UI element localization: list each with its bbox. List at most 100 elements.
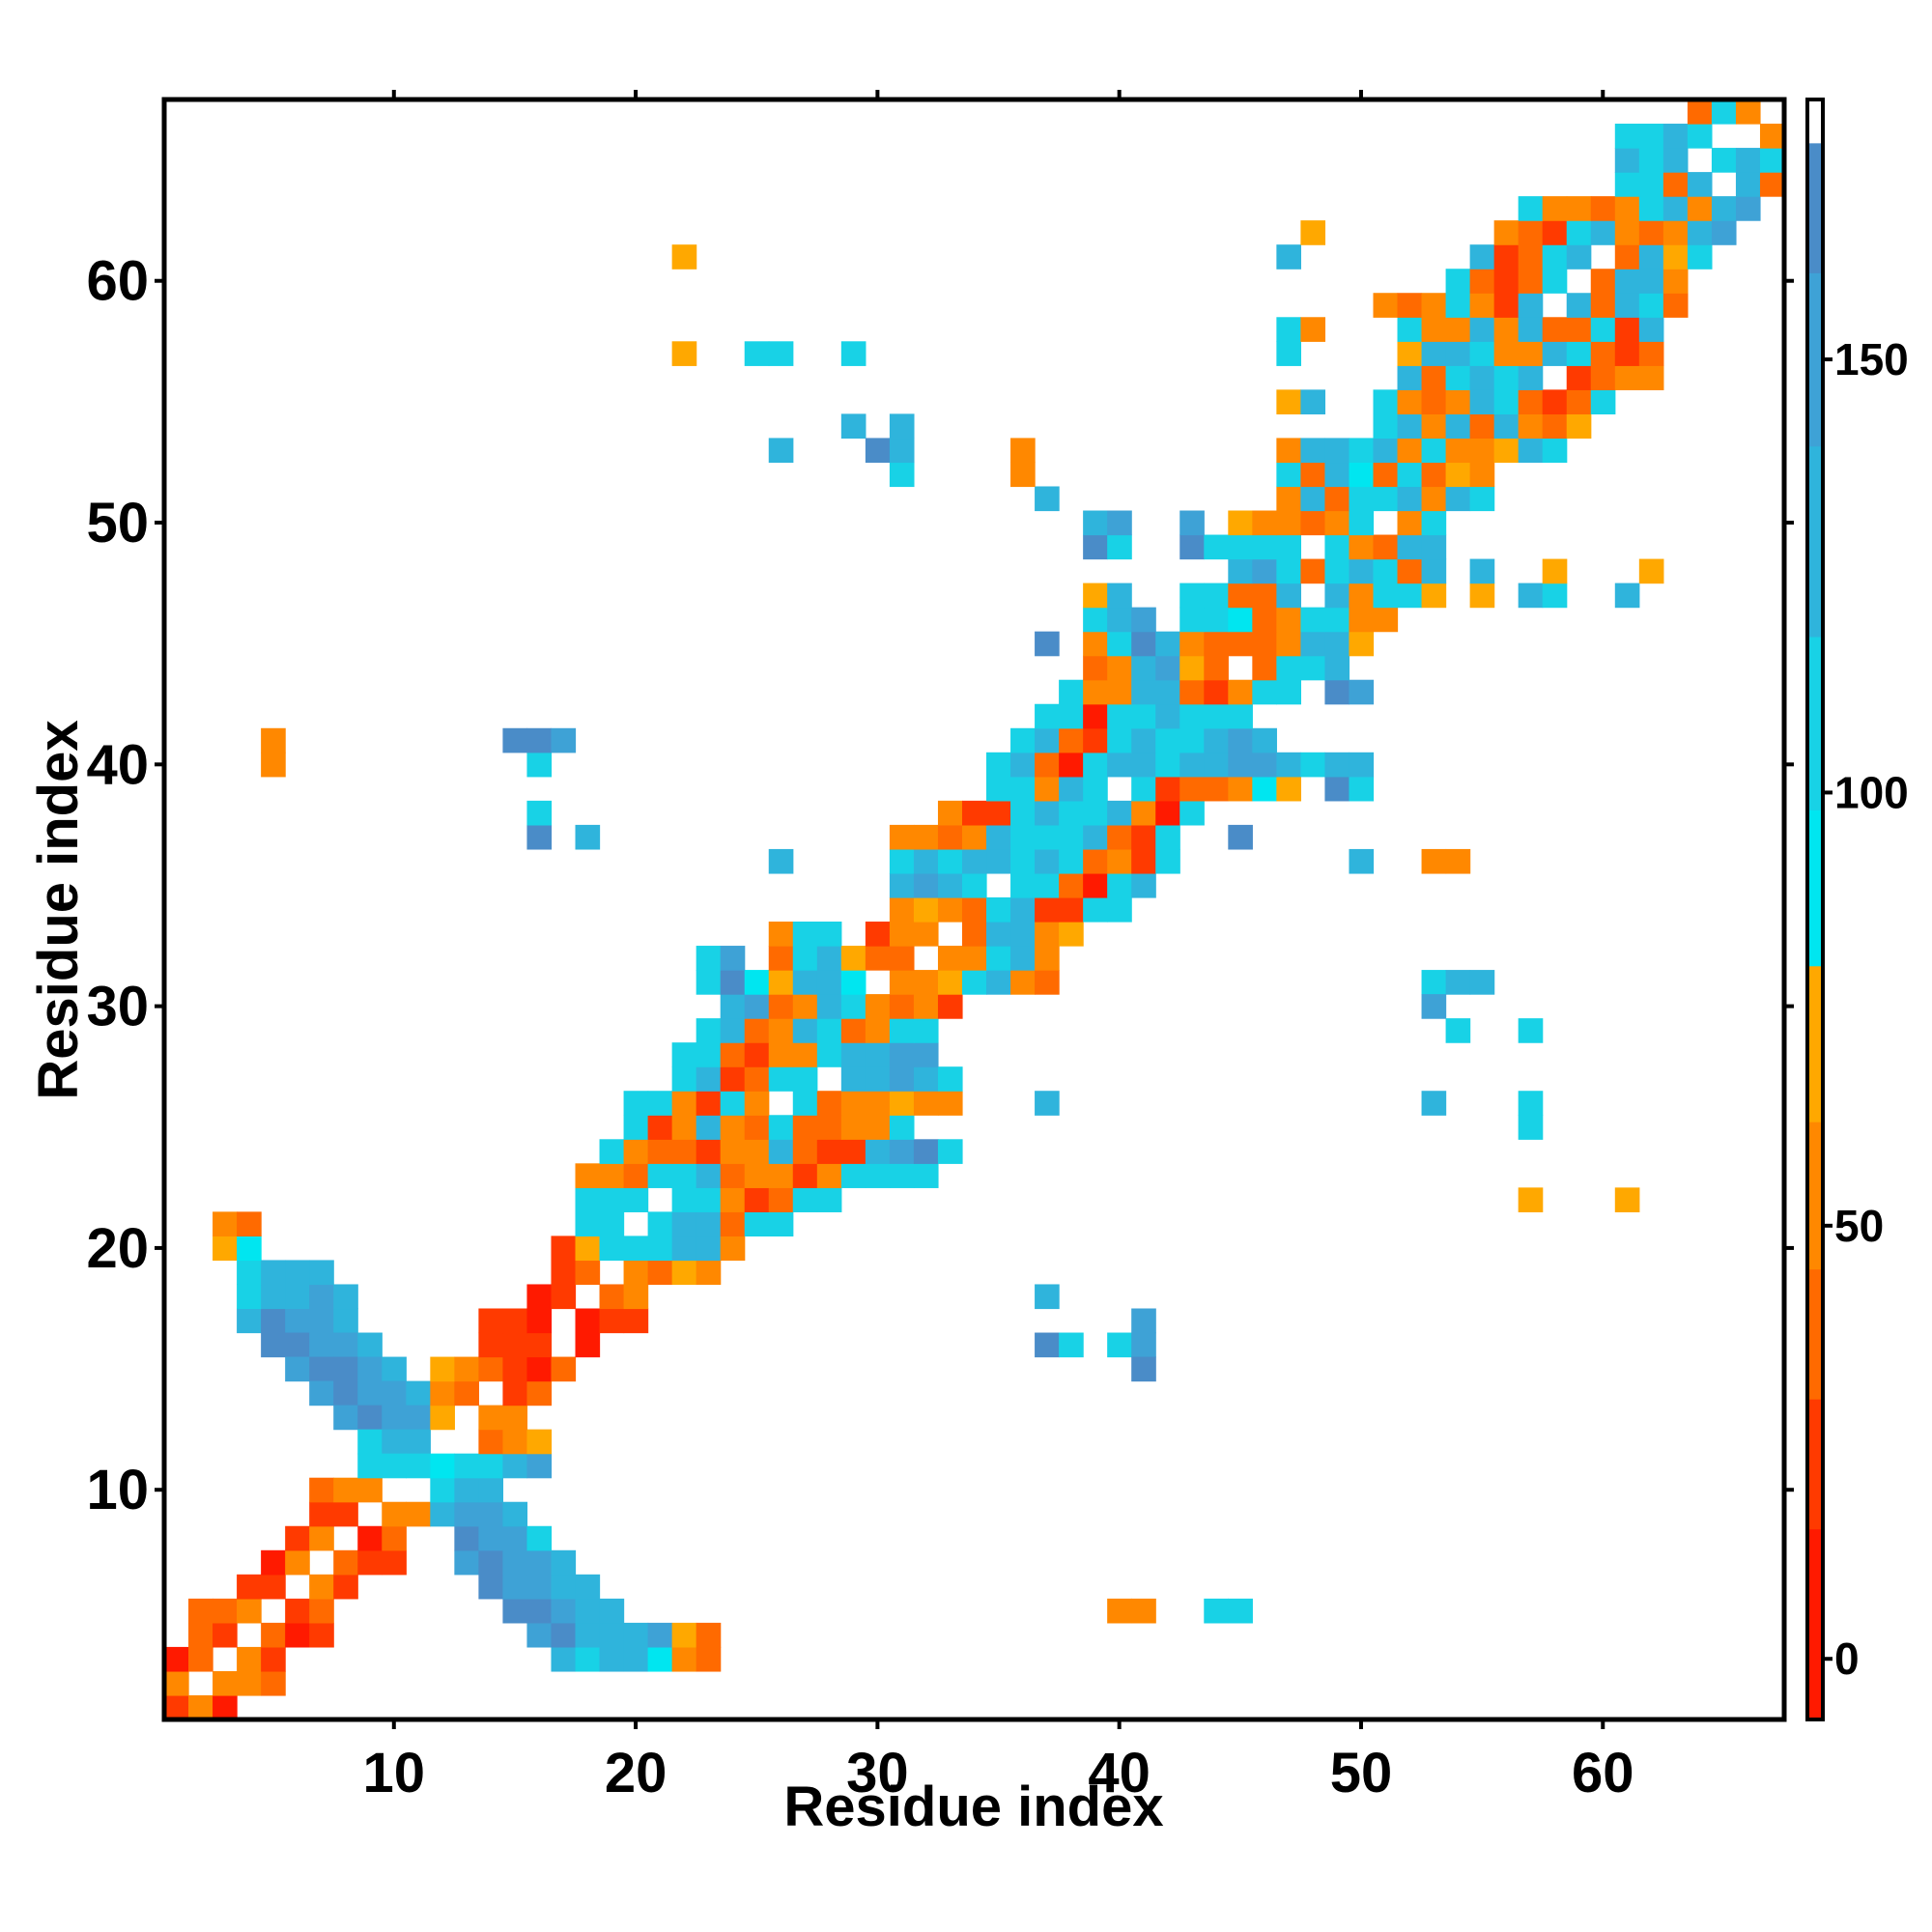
heatmap-cell: [1131, 1598, 1156, 1624]
y-tick-label: 50: [86, 492, 149, 554]
heatmap-cell: [1035, 896, 1060, 923]
heatmap-cell: [1638, 317, 1664, 342]
heatmap-cell: [792, 1091, 818, 1116]
heatmap-cell: [1662, 220, 1689, 245]
heatmap-cell: [502, 1429, 528, 1455]
heatmap-cell: [1300, 655, 1326, 681]
heatmap-cell: [502, 1525, 528, 1551]
heatmap-cell: [1010, 848, 1036, 874]
heatmap-cell: [768, 994, 794, 1019]
heatmap-cell: [647, 1646, 673, 1672]
heatmap-cell: [768, 922, 794, 947]
heatmap-cell: [1614, 124, 1640, 149]
heatmap-cell: [889, 946, 915, 971]
heatmap-cell: [986, 946, 1011, 971]
heatmap-cell: [309, 1332, 334, 1358]
heatmap-cell: [792, 1139, 818, 1164]
heatmap-cell: [1542, 244, 1568, 270]
heatmap-cell: [1276, 631, 1302, 657]
heatmap-cell: [1131, 776, 1156, 802]
heatmap-cell: [889, 438, 915, 464]
heatmap-cell: [1204, 607, 1229, 633]
heatmap-cell: [671, 1066, 697, 1092]
heatmap-cell: [1590, 389, 1616, 414]
colorbar-tick-label: 50: [1834, 1201, 1884, 1251]
heatmap-cell: [865, 1042, 891, 1067]
heatmap-cell: [551, 1356, 577, 1382]
heatmap-cell: [1518, 1018, 1544, 1043]
heatmap-cell: [1179, 752, 1205, 778]
heatmap-cell: [768, 1139, 794, 1164]
heatmap-cell: [1083, 824, 1108, 850]
heatmap-cell: [406, 1501, 431, 1527]
heatmap-cell: [1155, 655, 1180, 681]
heatmap-cell: [768, 1066, 794, 1092]
heatmap-cell: [1349, 776, 1375, 802]
x-tick-label: 30: [846, 1742, 909, 1804]
heatmap-cell: [937, 1139, 963, 1164]
heatmap-cell: [961, 896, 987, 923]
heatmap-cell: [1131, 703, 1156, 729]
heatmap-cell: [478, 1501, 504, 1527]
heatmap-cell: [575, 1646, 601, 1672]
heatmap-cell: [840, 994, 867, 1019]
heatmap-cell: [1059, 922, 1084, 947]
heatmap-cell: [526, 1525, 553, 1551]
heatmap-cell: [671, 1115, 697, 1140]
x-tick-label: 60: [1572, 1742, 1634, 1804]
colorbar-band: [1809, 1528, 1821, 1720]
heatmap-cell: [1349, 558, 1375, 584]
heatmap-cell: [1107, 655, 1132, 681]
heatmap-cell: [986, 896, 1011, 923]
heatmap-cell: [1228, 1598, 1253, 1624]
heatmap-cell: [1397, 438, 1423, 464]
heatmap-cell: [1445, 293, 1471, 318]
heatmap-cell: [816, 970, 842, 995]
heatmap-cell: [647, 1115, 673, 1140]
x-axis-title: Residue index: [783, 1776, 1163, 1838]
heatmap-cell: [1324, 752, 1350, 778]
heatmap-cell: [768, 438, 794, 464]
heatmap-cell: [1010, 896, 1036, 923]
heatmap-cell: [889, 1163, 915, 1188]
heatmap-cell: [1614, 317, 1640, 342]
heatmap-cell: [309, 1356, 334, 1382]
heatmap-cell: [1445, 269, 1471, 294]
heatmap-cell: [1687, 196, 1713, 221]
heatmap-cell: [1518, 244, 1544, 270]
y-tick-label: 20: [86, 1217, 149, 1280]
heatmap-cell: [478, 1574, 504, 1600]
heatmap-cell: [357, 1332, 383, 1358]
heatmap-cell: [1083, 776, 1108, 802]
heatmap-cell: [1010, 800, 1036, 826]
heatmap-cell: [1179, 727, 1205, 753]
heatmap-cell: [1276, 679, 1302, 705]
heatmap-cell: [237, 1284, 262, 1310]
heatmap-cell: [623, 1284, 649, 1310]
heatmap-cell: [1469, 317, 1495, 342]
heatmap-cell: [1421, 389, 1447, 414]
heatmap-cell: [768, 848, 794, 874]
heatmap-cell: [696, 1066, 722, 1092]
heatmap-cell: [1059, 679, 1084, 705]
heatmap-cell: [1349, 752, 1375, 778]
heatmap-cell: [913, 1066, 939, 1092]
heatmap-cell: [213, 1211, 238, 1237]
heatmap-cell: [1566, 196, 1592, 221]
heatmap-cell: [1638, 148, 1664, 173]
heatmap-cell: [840, 341, 867, 366]
heatmap-cell: [1228, 534, 1253, 560]
heatmap-cell: [623, 1308, 649, 1334]
heatmap-cell: [1566, 293, 1592, 318]
heatmap-cell: [744, 1211, 770, 1237]
heatmap-cell: [1542, 438, 1568, 464]
heatmap-cell: [1035, 631, 1060, 657]
heatmap-cell: [526, 824, 553, 850]
heatmap-cell: [478, 1308, 504, 1334]
heatmap-cell: [1421, 365, 1447, 390]
heatmap-cell: [213, 1670, 238, 1696]
heatmap-cell: [309, 1308, 334, 1334]
heatmap-cell: [1469, 582, 1495, 609]
heatmap-cell: [792, 922, 818, 947]
heatmap-cell: [671, 1091, 697, 1116]
